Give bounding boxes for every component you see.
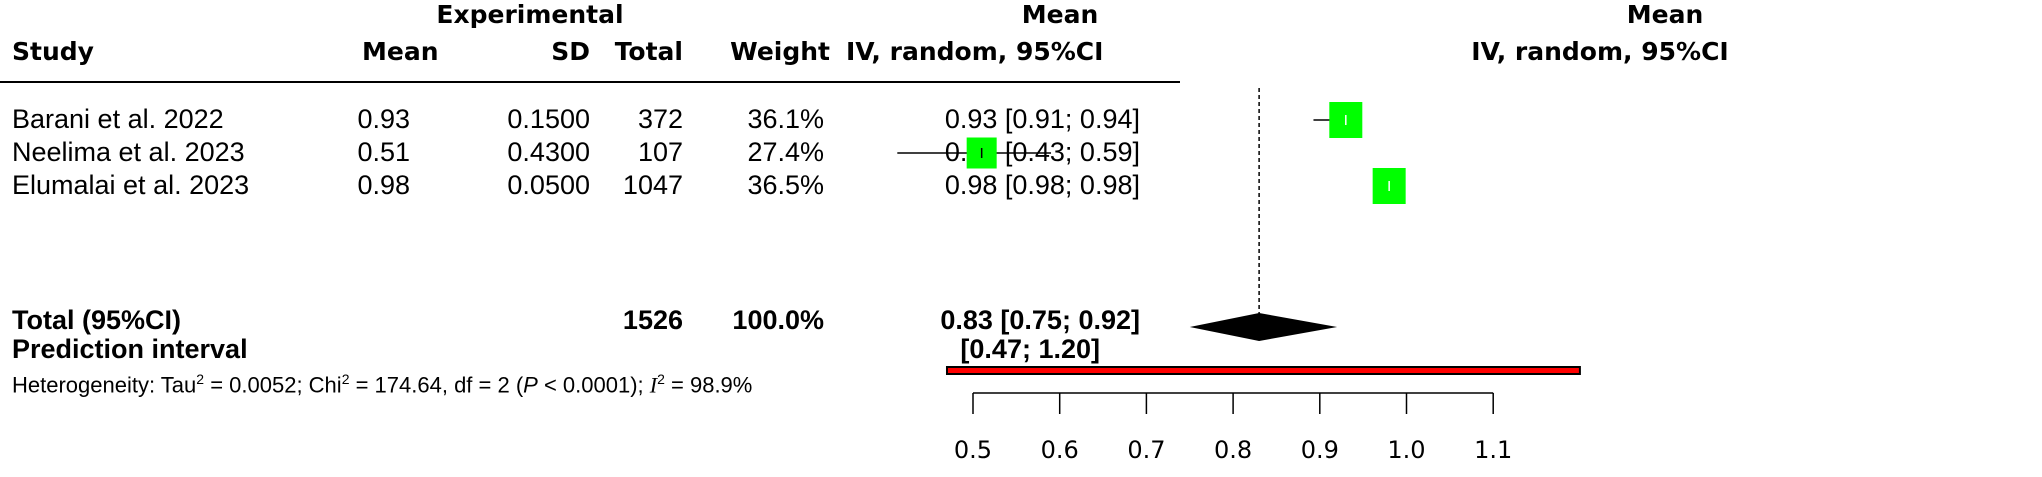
het-tau-val: = 0.0052; Chi [204,372,342,398]
study-total: 1047 [622,170,683,200]
total-effect: 0.83 [0.75; 0.92] [940,305,1140,335]
prediction-label: Prediction interval [12,334,248,364]
het-p: P [523,372,538,398]
x-tick-label: 0.8 [1214,436,1252,464]
total-weight: 100.0% [732,305,824,335]
study-weight: 36.1% [747,104,824,134]
pooled-diamond [1189,313,1338,341]
header-sd: SD [551,37,590,66]
study-weight: 27.4% [747,137,824,167]
het-sup: 2 [657,371,665,387]
het-sup: 2 [196,371,205,387]
header-experimental: Experimental [436,0,624,29]
study-total: 107 [637,137,683,167]
study-mean: 0.93 [357,104,410,134]
study-sd: 0.0500 [507,170,590,200]
x-tick-label: 0.7 [1127,436,1165,464]
het-i-val: = 98.9% [664,372,753,398]
header-weight: Weight [730,37,830,66]
x-tick-label: 1.0 [1387,436,1425,464]
study-mean: 0.98 [357,170,410,200]
study-weight: 36.5% [747,170,824,200]
header-mean: Mean [362,37,439,66]
x-tick-label: 1.1 [1474,436,1512,464]
het-chi-val: = 174.64, df = 2 ( [349,372,524,398]
header-effect-bottom: IV, random, 95%CI [846,37,1104,66]
header-divider [0,81,1180,83]
total-label: Total (95%CI) [12,305,182,335]
total-n: 1526 [622,305,683,335]
header-total: Total [614,37,683,66]
study-study: Neelima et al. 2023 [12,137,245,167]
study-total: 372 [637,104,683,134]
x-tick-label: 0.5 [954,436,992,464]
het-i: I [649,372,658,398]
study-sd: 0.4300 [507,137,590,167]
study-study: Barani et al. 2022 [12,104,224,134]
study-sd: 0.1500 [507,104,590,134]
header-plot-top: Mean [1626,0,1704,29]
header-effect-top: Mean [1021,0,1099,29]
prediction-effect: [0.47; 1.20] [960,334,1100,364]
study-effect: 0.98 [0.98; 0.98] [944,170,1140,200]
study-effect: 0.93 [0.91; 0.94] [944,104,1140,134]
x-tick-label: 0.6 [1041,436,1079,464]
het-sup: 2 [341,371,350,387]
header-study: Study [12,37,94,66]
het-tau: Heterogeneity: Tau [12,372,197,398]
heterogeneity-text: Heterogeneity: Tau2 = 0.0052; Chi2 = 174… [12,364,752,400]
header-plot-bottom: IV, random, 95%CI [1471,37,1729,66]
prediction-bar [945,366,1581,375]
study-mean: 0.51 [357,137,410,167]
het-p-val: < 0.0001); [537,372,650,398]
study-study: Elumalai et al. 2023 [12,170,250,200]
x-tick-label: 0.9 [1301,436,1339,464]
